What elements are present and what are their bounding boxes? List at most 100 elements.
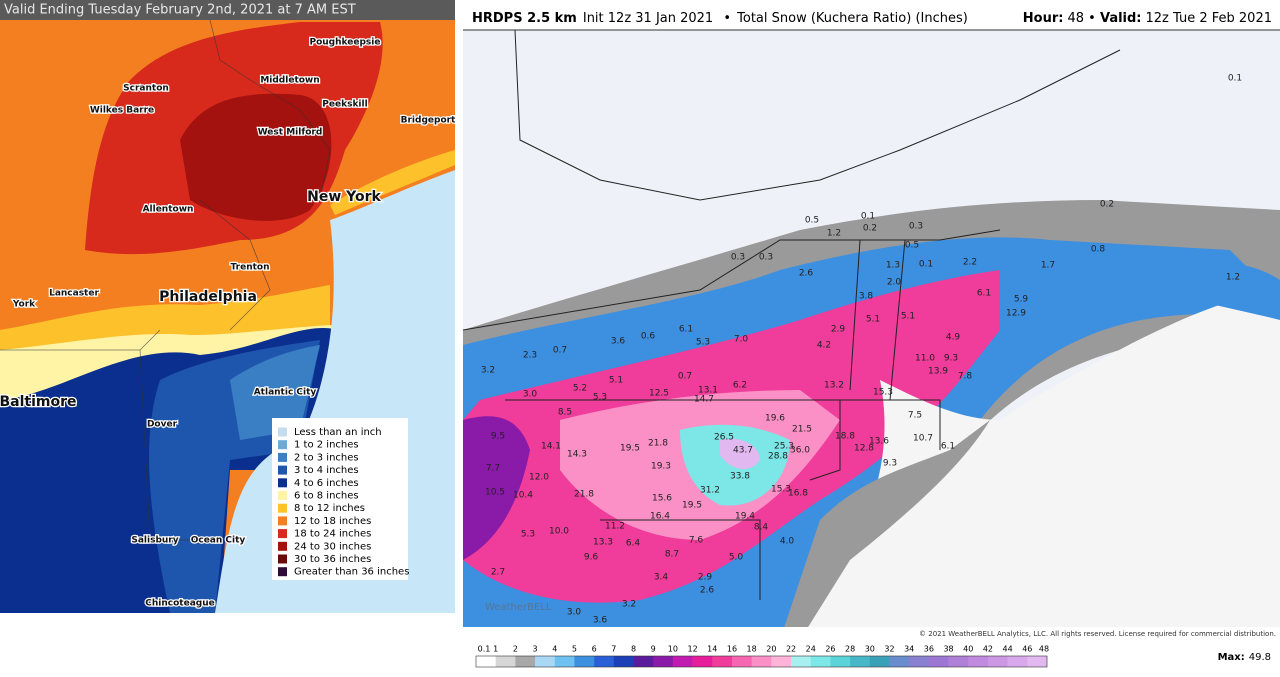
scale-swatch <box>751 656 772 667</box>
snow-value: 0.1 <box>919 260 933 270</box>
scale-swatch <box>830 656 851 667</box>
scale-swatch <box>554 656 575 667</box>
legend-label: 1 to 2 inches <box>294 440 359 451</box>
scale-swatch <box>791 656 812 667</box>
snow-value: 15.6 <box>652 494 672 504</box>
scale-label: 4 <box>552 645 557 654</box>
scale-swatch <box>476 656 496 667</box>
scale-swatch <box>515 656 536 667</box>
snow-value: 4.0 <box>780 537 795 547</box>
city-label: Ocean City <box>191 536 246 546</box>
snow-value: 0.5 <box>905 241 919 251</box>
hour: 48 <box>1067 11 1084 26</box>
snow-value: 19.6 <box>765 414 785 424</box>
snow-value: 0.1 <box>1228 74 1242 84</box>
legend-swatch <box>278 427 287 437</box>
scale-label: 18 <box>747 645 757 654</box>
snow-value: 26.5 <box>714 433 734 443</box>
snow-value: 7.7 <box>486 464 500 474</box>
snow-value: 13.2 <box>824 381 844 391</box>
scale-label: 20 <box>766 645 776 654</box>
snow-value: 0.6 <box>641 332 656 342</box>
snow-value: 12.0 <box>529 473 549 483</box>
scale-swatch <box>731 656 752 667</box>
city-label: Atlantic City <box>254 388 317 398</box>
scale-swatch <box>712 656 733 667</box>
legend-label: 2 to 3 inches <box>294 452 359 463</box>
scale-label: 3 <box>533 645 538 654</box>
legend-swatch <box>278 516 287 526</box>
snow-value: 10.7 <box>913 434 933 444</box>
scale-label: 48 <box>1039 645 1049 654</box>
legend-swatch <box>278 503 287 513</box>
scale-label: 8 <box>631 645 636 654</box>
snow-value: 7.5 <box>908 411 922 421</box>
legend-swatch <box>278 541 287 551</box>
scale-label: 36 <box>924 645 934 654</box>
scale-swatch <box>909 656 930 667</box>
snow-value: 21.8 <box>574 490 594 500</box>
snow-value: 10.5 <box>485 488 505 498</box>
snow-value: 5.3 <box>696 338 710 348</box>
scale-swatch <box>633 656 654 667</box>
scale-label: 28 <box>845 645 855 654</box>
snow-value: 14.7 <box>694 395 714 405</box>
snow-value: 21.5 <box>792 425 812 435</box>
scale-label: 1 <box>493 645 498 654</box>
scale-swatch <box>672 656 693 667</box>
scale-label: 42 <box>983 645 993 654</box>
scale-label: 7 <box>611 645 616 654</box>
legend-label: 24 to 30 inches <box>294 541 371 552</box>
snow-value: 0.3 <box>759 253 773 263</box>
snow-value: 3.6 <box>593 616 608 626</box>
city-label: Trenton <box>231 263 270 273</box>
scale-label: 0.1 <box>478 645 491 654</box>
city-label: Baltimore <box>0 394 77 410</box>
right-map: 0.10.20.5 0.10.2 0.30.51.20.3 0.30.82.61.3 0… <box>463 30 1280 640</box>
snow-value: 3.6 <box>611 337 626 347</box>
copyright: © 2021 WeatherBELL Analytics, LLC. All r… <box>919 630 1276 638</box>
hour-label: Hour: <box>1023 11 1064 26</box>
scale-swatch <box>771 656 792 667</box>
snow-value: 16.4 <box>650 512 670 522</box>
snow-value: 6.1 <box>679 325 693 335</box>
scale-label: 24 <box>806 645 816 654</box>
snow-value: 0.7 <box>678 372 692 382</box>
scale-swatch <box>692 656 713 667</box>
snow-value: 2.6 <box>700 586 715 596</box>
init: Init 12z 31 Jan 2021 <box>583 11 713 26</box>
snow-value: 16.8 <box>788 489 808 499</box>
snow-value: 13.6 <box>869 437 889 447</box>
snow-value: 1.3 <box>886 261 900 271</box>
legend-label: Less than an inch <box>294 427 382 438</box>
snow-value: 2.9 <box>698 573 713 583</box>
scale-swatch <box>594 656 615 667</box>
snow-value: 1.7 <box>1041 261 1055 271</box>
snow-value: 9.5 <box>491 432 505 442</box>
snow-value: 0.5 <box>805 216 819 226</box>
snow-value: 2.2 <box>963 258 977 268</box>
scale-swatch <box>613 656 634 667</box>
title-bar <box>0 0 455 20</box>
scale-label: 14 <box>707 645 717 654</box>
snow-value: 13.1 <box>698 386 718 396</box>
snow-value: 11.2 <box>605 522 625 532</box>
max-value: 49.8 <box>1249 652 1271 663</box>
header-right: Hour: 48 • Valid: 12z Tue 2 Feb 2021 <box>1023 11 1272 26</box>
scale-label: 12 <box>687 645 697 654</box>
snow-value: 13.9 <box>928 367 948 377</box>
scale-label: 34 <box>904 645 914 654</box>
snow-value: 8.5 <box>558 408 572 418</box>
valid-label: Valid: <box>1100 11 1142 26</box>
city-label: Dover <box>147 420 178 430</box>
snow-value: 4.2 <box>817 341 831 351</box>
scale-swatch <box>1027 656 1048 667</box>
max: Max: 49.8 <box>1218 652 1271 663</box>
snow-value: 0.2 <box>863 224 877 234</box>
snow-value: 3.0 <box>567 608 582 618</box>
snow-value: 3.4 <box>654 573 669 583</box>
snow-value: 0.8 <box>1091 245 1106 255</box>
snow-value: 0.3 <box>909 222 923 232</box>
scale-swatch <box>968 656 989 667</box>
